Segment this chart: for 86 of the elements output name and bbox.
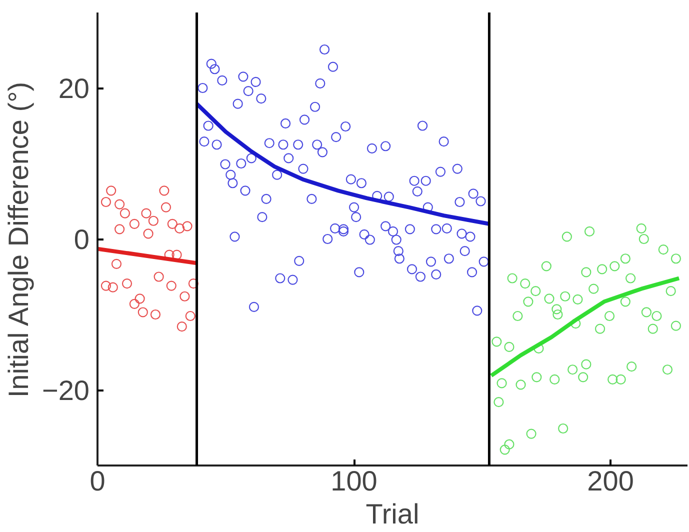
point [167, 218, 178, 229]
point [648, 324, 658, 334]
point [494, 397, 504, 408]
point [138, 307, 148, 318]
point [588, 284, 599, 294]
point [638, 234, 649, 244]
point [604, 310, 615, 322]
y-tick-label: −20 [42, 375, 90, 406]
point [626, 362, 637, 372]
y-axis-title: Initial Angle Difference (°) [3, 82, 34, 398]
point [568, 364, 578, 375]
point [154, 272, 164, 282]
point [106, 186, 116, 196]
point [578, 372, 588, 382]
point [670, 320, 682, 331]
point [532, 372, 542, 382]
point [608, 374, 618, 384]
point [626, 273, 636, 284]
point [666, 286, 676, 296]
point [541, 261, 552, 272]
line-series [489, 276, 682, 378]
point [188, 278, 198, 289]
point [159, 186, 170, 196]
point [492, 336, 502, 347]
point [100, 280, 112, 291]
point [523, 296, 534, 307]
point [526, 428, 536, 439]
point [544, 294, 554, 304]
point [182, 221, 192, 232]
point [120, 208, 130, 218]
point [572, 294, 583, 304]
point [176, 322, 187, 332]
point [594, 324, 606, 334]
y-tick-label: 20 [58, 73, 90, 104]
point [150, 309, 161, 320]
point [160, 202, 172, 212]
point [512, 310, 523, 322]
point [662, 364, 673, 375]
x-axis-title: Trial [366, 498, 420, 530]
point [129, 298, 140, 309]
point [552, 304, 562, 314]
point [166, 280, 176, 291]
point [122, 278, 132, 289]
point [620, 296, 630, 307]
point [504, 342, 514, 352]
point [504, 439, 514, 450]
x-tick-label: 200 [587, 466, 634, 496]
point [581, 359, 592, 370]
point [562, 232, 572, 242]
point [550, 374, 560, 384]
point [114, 199, 125, 210]
point [129, 218, 140, 229]
point [616, 374, 626, 384]
point [558, 423, 568, 434]
point [581, 267, 592, 278]
point [652, 310, 662, 322]
point [597, 264, 608, 274]
point [100, 196, 112, 208]
point [500, 444, 510, 455]
point [636, 223, 646, 234]
point [496, 378, 507, 388]
point [552, 309, 563, 320]
point [560, 291, 570, 302]
point [108, 282, 118, 292]
point [641, 307, 652, 318]
point [134, 294, 145, 304]
point [114, 224, 125, 234]
point [111, 258, 122, 269]
point [143, 228, 154, 239]
point [507, 273, 518, 284]
point [610, 261, 620, 272]
point [141, 208, 152, 218]
point [658, 244, 668, 255]
point [516, 380, 526, 390]
point [584, 226, 595, 236]
point [670, 254, 682, 264]
x-tick-label: 100 [330, 466, 378, 496]
point [174, 223, 185, 234]
point [148, 216, 158, 226]
point [520, 278, 530, 289]
point [180, 291, 190, 302]
point [185, 310, 196, 322]
y-tick-label: 0 [74, 224, 90, 255]
point [620, 254, 630, 264]
point [172, 250, 182, 260]
point [530, 286, 541, 296]
